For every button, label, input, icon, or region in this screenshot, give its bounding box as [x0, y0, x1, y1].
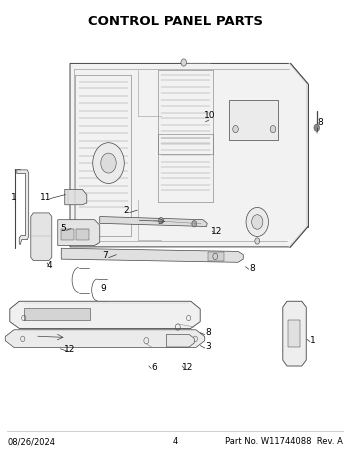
Circle shape — [181, 59, 187, 66]
Text: 8: 8 — [317, 118, 323, 127]
Bar — [229, 100, 278, 140]
Bar — [61, 229, 74, 240]
Text: 12: 12 — [64, 345, 76, 354]
Polygon shape — [65, 189, 87, 205]
Polygon shape — [31, 213, 52, 260]
Polygon shape — [10, 301, 200, 328]
Text: 08/26/2024: 08/26/2024 — [7, 437, 55, 446]
Text: 5: 5 — [60, 224, 66, 233]
Polygon shape — [70, 63, 308, 247]
Polygon shape — [10, 301, 200, 309]
Text: Part No. W11744088  Rev. A: Part No. W11744088 Rev. A — [225, 437, 343, 446]
Circle shape — [314, 124, 320, 131]
Text: 12: 12 — [211, 226, 223, 236]
Text: 1: 1 — [11, 193, 17, 202]
Text: 9: 9 — [100, 284, 106, 293]
Circle shape — [246, 207, 268, 236]
Text: 7: 7 — [102, 251, 108, 260]
Text: 2: 2 — [123, 206, 129, 215]
Text: 12: 12 — [182, 363, 193, 372]
Polygon shape — [100, 217, 207, 226]
Circle shape — [159, 217, 163, 224]
Text: 3: 3 — [205, 342, 211, 351]
Text: 10: 10 — [204, 111, 216, 120]
Text: 1: 1 — [310, 336, 316, 345]
Bar — [208, 252, 224, 261]
Circle shape — [94, 238, 99, 244]
Circle shape — [192, 221, 197, 227]
Polygon shape — [167, 334, 194, 347]
Circle shape — [101, 153, 116, 173]
Text: CONTROL PANEL PARTS: CONTROL PANEL PARTS — [88, 15, 262, 28]
Polygon shape — [5, 330, 205, 337]
Polygon shape — [283, 301, 306, 366]
Bar — [76, 229, 89, 240]
Polygon shape — [58, 220, 100, 246]
Circle shape — [233, 125, 238, 133]
Bar — [24, 308, 90, 320]
Text: 4: 4 — [172, 437, 177, 446]
Text: 8: 8 — [205, 328, 211, 337]
Text: 11: 11 — [40, 193, 51, 202]
Text: 4: 4 — [46, 260, 52, 270]
Polygon shape — [17, 170, 29, 245]
Bar — [288, 320, 300, 347]
Circle shape — [270, 125, 276, 133]
Polygon shape — [283, 301, 306, 307]
Text: 8: 8 — [249, 264, 255, 273]
Circle shape — [252, 215, 263, 229]
Polygon shape — [289, 63, 308, 247]
Text: 6: 6 — [151, 363, 157, 372]
Circle shape — [255, 238, 260, 244]
Circle shape — [93, 143, 124, 183]
Polygon shape — [61, 248, 243, 262]
Polygon shape — [5, 330, 205, 347]
